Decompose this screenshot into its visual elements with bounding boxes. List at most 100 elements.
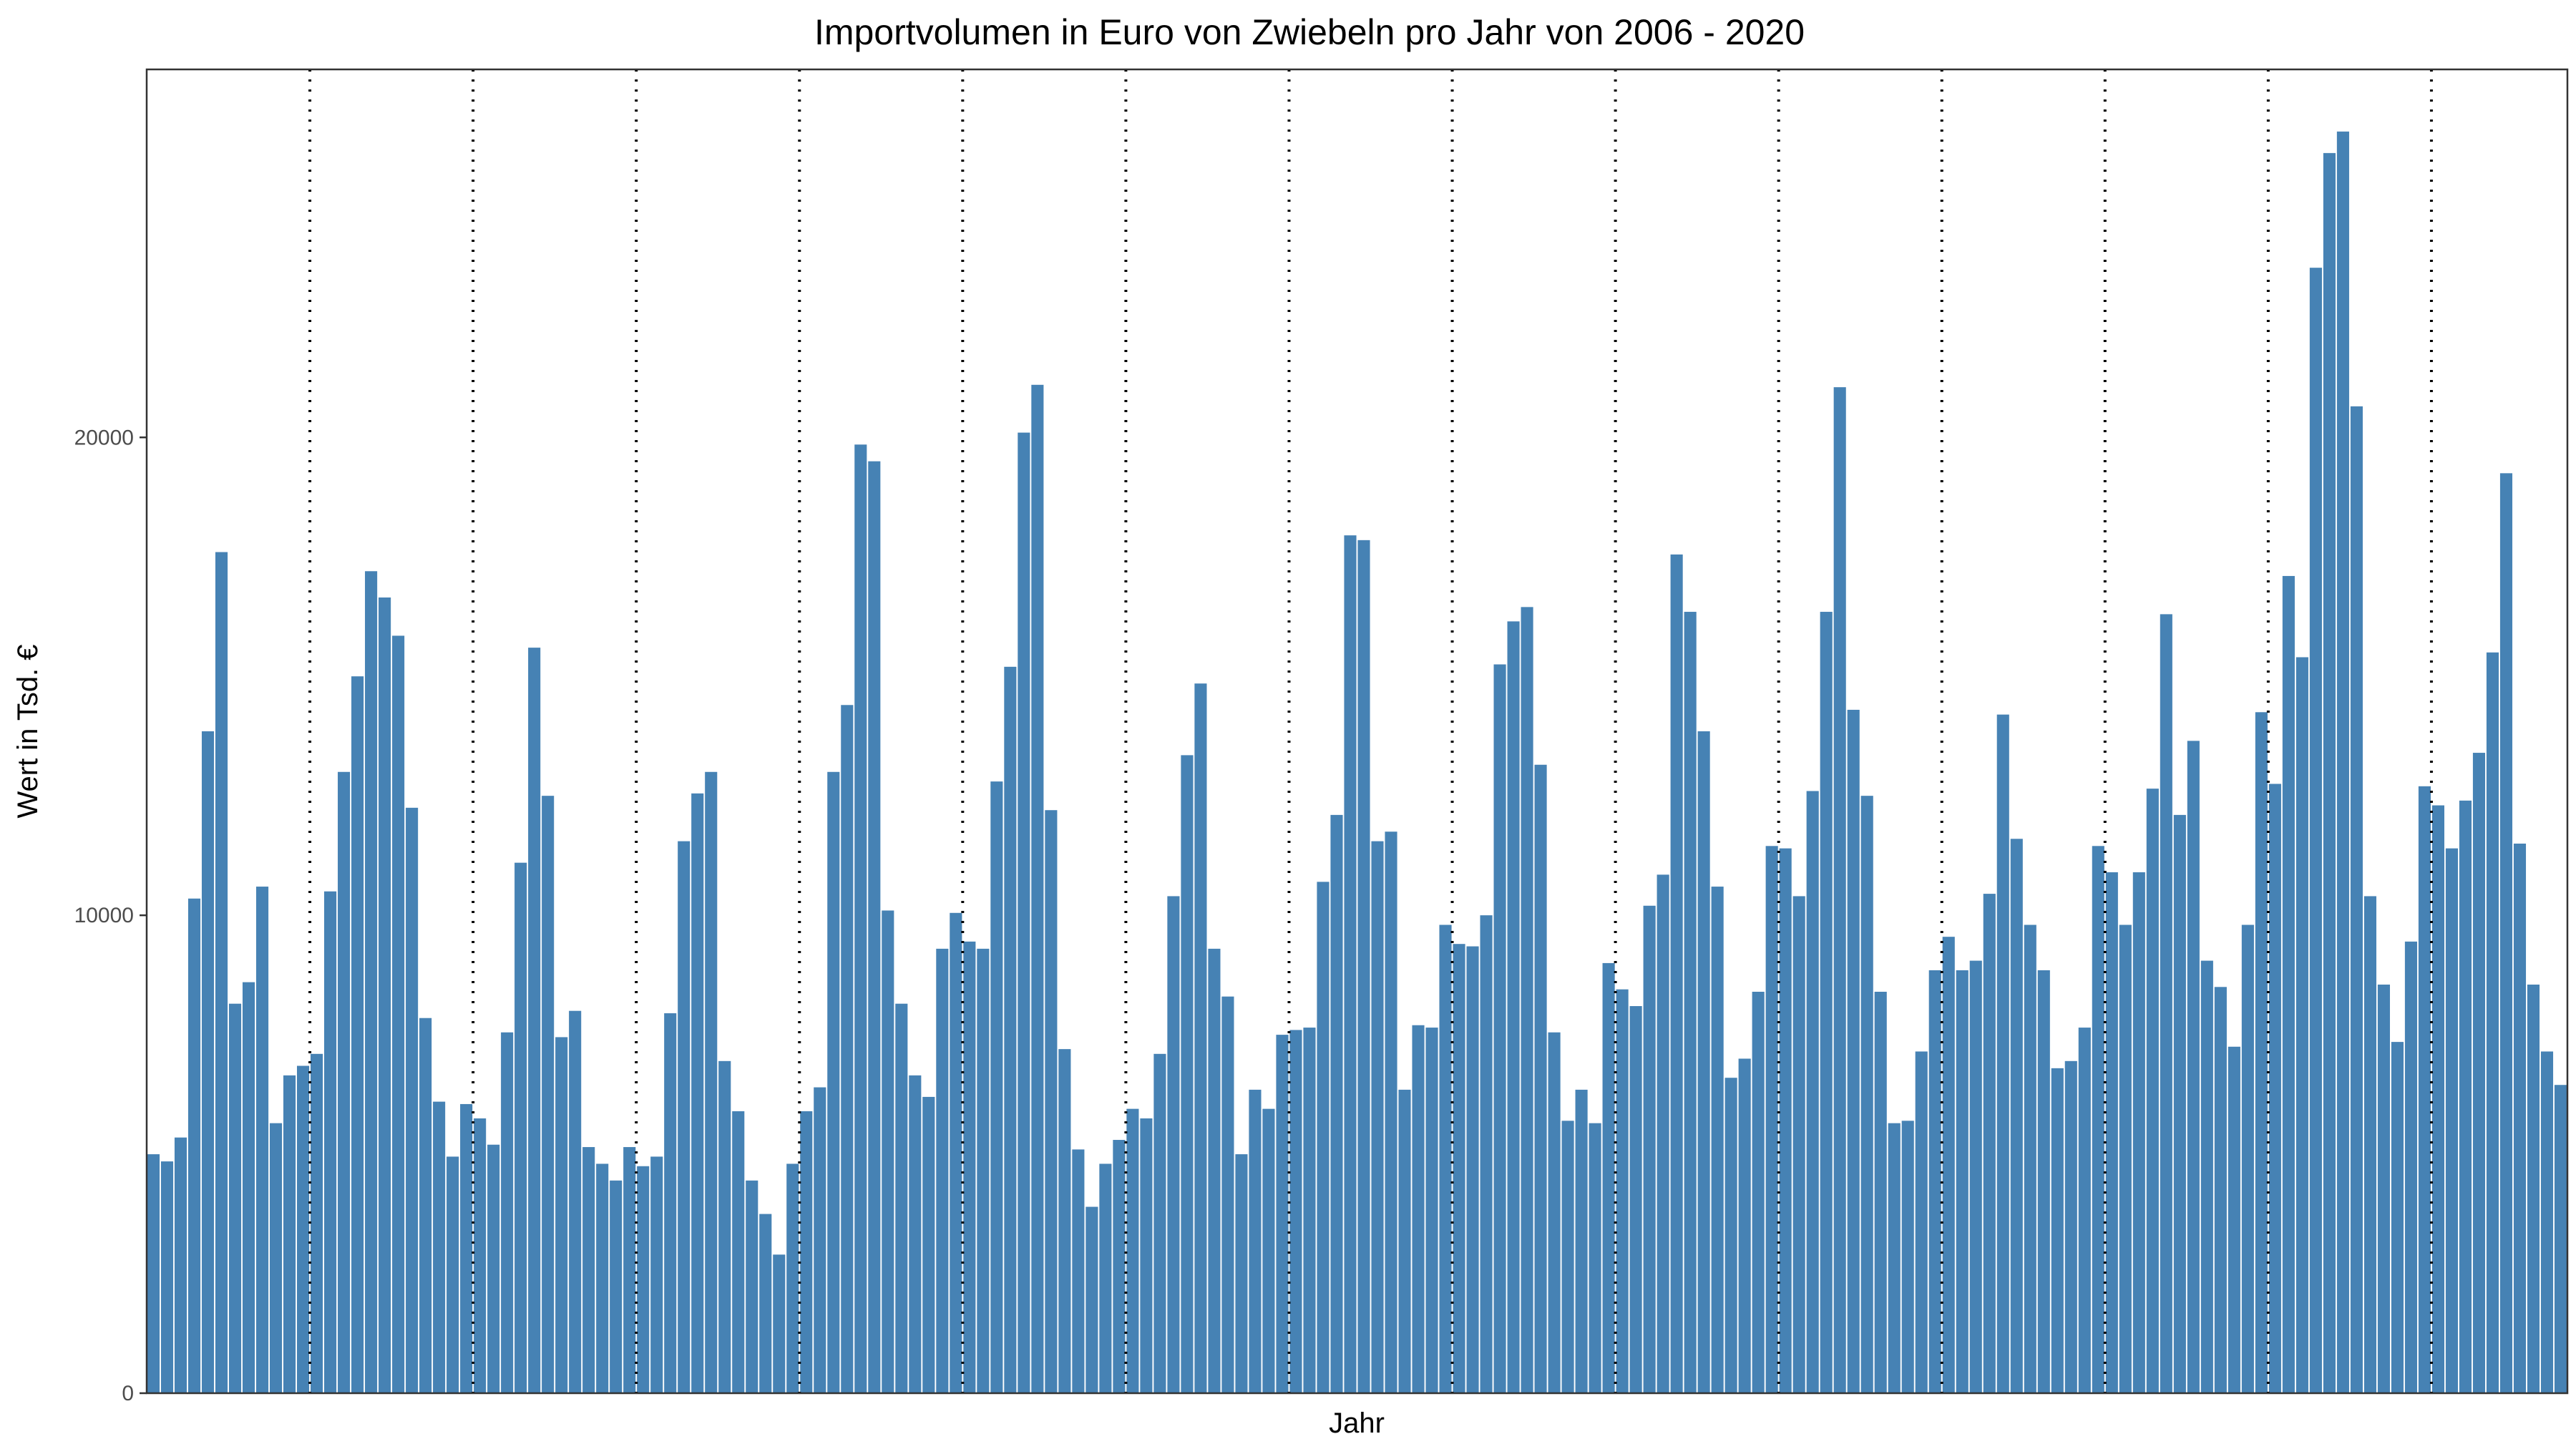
bar-113 xyxy=(1670,554,1683,1393)
bar-30 xyxy=(542,796,555,1393)
bar-168 xyxy=(2418,786,2431,1393)
bar-167 xyxy=(2404,941,2417,1393)
bar-25 xyxy=(474,1118,487,1393)
bar-23 xyxy=(447,1156,459,1393)
bar-123 xyxy=(1806,791,1819,1393)
bar-57 xyxy=(909,1075,922,1393)
bar-66 xyxy=(1031,384,1044,1393)
bar-51 xyxy=(827,771,840,1393)
bar-174 xyxy=(2499,473,2513,1393)
bar-175 xyxy=(2513,843,2527,1393)
bar-105 xyxy=(1561,1121,1574,1393)
bar-12 xyxy=(297,1065,310,1393)
bar-118 xyxy=(1738,1058,1751,1393)
bar-13 xyxy=(311,1053,323,1393)
bar-106 xyxy=(1575,1089,1588,1393)
bar-55 xyxy=(882,910,894,1393)
bar-98 xyxy=(1466,946,1479,1393)
bar-80 xyxy=(1221,996,1234,1393)
bar-2 xyxy=(160,1161,174,1393)
bar-140 xyxy=(2037,970,2050,1393)
bar-6 xyxy=(215,552,228,1393)
bar-126 xyxy=(1847,709,1860,1393)
bar-169 xyxy=(2431,805,2444,1393)
bar-19 xyxy=(392,635,405,1394)
bar-34 xyxy=(596,1163,609,1393)
bar-16 xyxy=(351,676,364,1393)
bar-85 xyxy=(1289,1030,1302,1393)
bar-90 xyxy=(1357,540,1370,1393)
bar-117 xyxy=(1724,1078,1737,1393)
bar-60 xyxy=(950,912,962,1393)
bar-74 xyxy=(1140,1118,1153,1393)
bar-75 xyxy=(1153,1053,1166,1393)
bar-76 xyxy=(1167,896,1180,1393)
bar-151 xyxy=(2187,741,2200,1393)
bar-38 xyxy=(650,1156,663,1393)
bar-149 xyxy=(2160,614,2172,1393)
bar-14 xyxy=(324,891,337,1393)
bar-65 xyxy=(1018,432,1030,1393)
bar-141 xyxy=(2051,1068,2064,1393)
y-tick-label-0: 0 xyxy=(122,1382,134,1405)
bar-144 xyxy=(2092,846,2104,1393)
bar-64 xyxy=(1004,666,1017,1393)
y-axis: 0 10000 20000 xyxy=(74,426,147,1405)
bar-112 xyxy=(1657,874,1669,1393)
bar-143 xyxy=(2078,1028,2091,1393)
bar-127 xyxy=(1860,796,1873,1393)
bar-49 xyxy=(800,1111,813,1393)
bar-67 xyxy=(1045,810,1058,1393)
bar-173 xyxy=(2486,652,2499,1393)
bar-145 xyxy=(2105,872,2118,1393)
bar-62 xyxy=(977,948,990,1393)
plot-border xyxy=(145,68,2569,1395)
bar-96 xyxy=(1439,924,1452,1393)
bar-115 xyxy=(1697,731,1710,1393)
bar-35 xyxy=(610,1180,623,1393)
bar-88 xyxy=(1330,814,1343,1393)
bar-107 xyxy=(1589,1123,1601,1393)
bar-136 xyxy=(1983,894,1996,1393)
bar-32 xyxy=(569,1010,582,1393)
bar-104 xyxy=(1548,1032,1561,1393)
bar-36 xyxy=(623,1147,636,1393)
bar-59 xyxy=(936,948,949,1393)
bar-17 xyxy=(365,571,378,1393)
bar-89 xyxy=(1344,535,1357,1394)
bar-164 xyxy=(2363,896,2376,1393)
bar-92 xyxy=(1385,831,1397,1393)
bar-162 xyxy=(2336,131,2349,1393)
bar-176 xyxy=(2527,984,2540,1393)
bar-130 xyxy=(1901,1121,1914,1393)
bar-137 xyxy=(1996,714,2009,1393)
bar-119 xyxy=(1752,991,1765,1393)
bar-18 xyxy=(379,597,391,1393)
bar-33 xyxy=(582,1147,595,1393)
bar-94 xyxy=(1412,1025,1425,1393)
bar-131 xyxy=(1915,1051,1928,1393)
bar-122 xyxy=(1792,896,1805,1393)
bar-42 xyxy=(705,771,718,1393)
bar-86 xyxy=(1303,1028,1316,1393)
bar-46 xyxy=(759,1214,772,1393)
bar-102 xyxy=(1521,607,1533,1393)
bar-41 xyxy=(691,793,704,1393)
bar-87 xyxy=(1317,882,1330,1393)
bar-4 xyxy=(187,898,201,1393)
bar-171 xyxy=(2459,800,2472,1393)
bar-150 xyxy=(2173,814,2186,1393)
bar-72 xyxy=(1113,1140,1126,1393)
bar-146 xyxy=(2119,924,2132,1393)
bar-73 xyxy=(1126,1108,1139,1393)
bar-129 xyxy=(1888,1123,1901,1393)
bar-100 xyxy=(1493,664,1506,1393)
bar-56 xyxy=(895,1003,908,1393)
bar-40 xyxy=(678,841,691,1393)
bar-109 xyxy=(1616,989,1629,1393)
bars-layer xyxy=(147,131,2567,1394)
bar-82 xyxy=(1249,1089,1262,1393)
bar-155 xyxy=(2241,924,2254,1393)
bar-63 xyxy=(990,781,1003,1393)
